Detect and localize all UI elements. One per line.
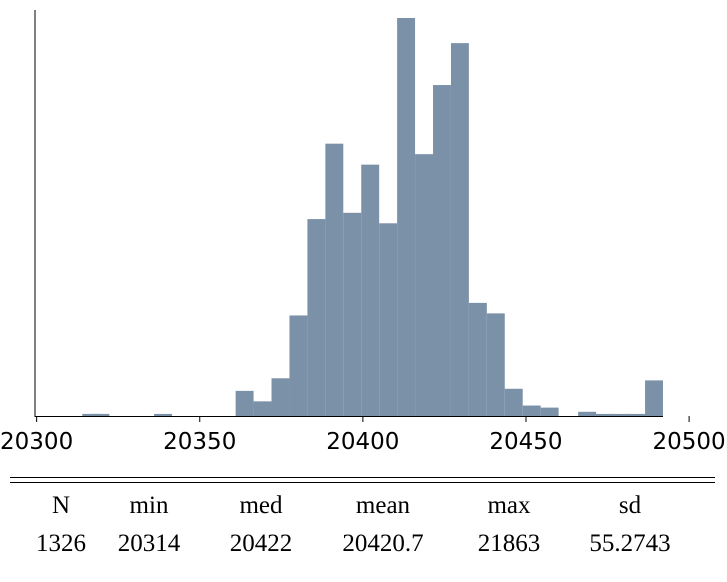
histogram-bar bbox=[486, 313, 505, 416]
histogram-bar bbox=[450, 43, 469, 416]
x-tick-label: 20350 bbox=[163, 429, 236, 455]
histogram-bar bbox=[325, 143, 344, 416]
summary-stats-table: N min med mean max sd 1326 20314 20422 2… bbox=[30, 487, 692, 563]
stats-header-med: med bbox=[239, 492, 283, 519]
histogram-bar bbox=[289, 315, 308, 416]
histogram-bar bbox=[645, 380, 663, 416]
stats-value-sd: 55.2743 bbox=[589, 530, 671, 557]
histogram-bar bbox=[271, 378, 290, 416]
stats-value-mean: 20420.7 bbox=[342, 530, 424, 557]
stats-value-n: 1326 bbox=[36, 530, 86, 557]
histogram-bar bbox=[307, 219, 326, 416]
stats-header-sd: sd bbox=[618, 492, 642, 519]
histogram-bar bbox=[627, 413, 646, 416]
histogram-bar bbox=[578, 411, 597, 416]
histogram-bar bbox=[504, 388, 523, 416]
histogram-bar bbox=[379, 223, 398, 416]
histogram-bar bbox=[154, 413, 173, 416]
x-tick-label: 20300 bbox=[0, 429, 73, 455]
stats-top-rule bbox=[10, 477, 715, 478]
x-tick-label: 20400 bbox=[326, 429, 399, 455]
histogram-bar bbox=[235, 390, 254, 416]
histogram-bar bbox=[361, 164, 380, 416]
histogram-bar bbox=[253, 401, 272, 416]
histogram-bar bbox=[91, 413, 110, 416]
histogram-bar bbox=[468, 302, 487, 416]
stats-header-mean: mean bbox=[355, 492, 411, 519]
histogram-bar bbox=[594, 413, 613, 416]
histogram-bar bbox=[415, 154, 433, 416]
stats-header-max: max bbox=[487, 492, 531, 519]
stats-top-rule-inner bbox=[10, 482, 715, 483]
histogram-bar bbox=[433, 85, 451, 416]
x-tick-label: 20450 bbox=[489, 429, 562, 455]
histogram-chart: 20300 20350 20400 20450 20500 bbox=[0, 10, 726, 455]
stats-value-row: 1326 20314 20422 20420.7 21863 55.2743 bbox=[30, 525, 692, 563]
histogram-bar bbox=[82, 413, 101, 416]
stats-value-max: 21863 bbox=[477, 530, 541, 557]
histogram-bar bbox=[397, 18, 416, 416]
stats-header-n: N bbox=[51, 492, 71, 519]
histogram-bar bbox=[522, 405, 541, 416]
stats-value-min: 20314 bbox=[117, 530, 181, 557]
histogram-bars bbox=[82, 18, 663, 416]
stats-value-med: 20422 bbox=[229, 530, 293, 557]
histogram-bar bbox=[343, 212, 362, 416]
histogram-bar bbox=[610, 413, 629, 416]
histogram-bar bbox=[540, 407, 559, 416]
x-tick-label: 20500 bbox=[653, 429, 726, 455]
x-ticks: 20300 20350 20400 20450 20500 bbox=[0, 416, 726, 455]
stats-header-min: min bbox=[129, 492, 169, 519]
stats-header-row: N min med mean max sd bbox=[30, 487, 692, 525]
